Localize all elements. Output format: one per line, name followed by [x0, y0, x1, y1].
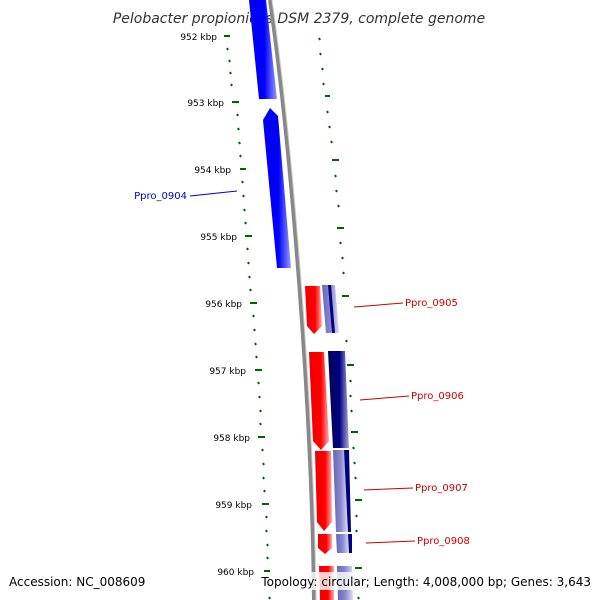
- scale-label-958: 958 kbp: [213, 434, 250, 444]
- scale-label-956: 956 kbp: [205, 300, 242, 310]
- gene-label-text-ppro-0907: Ppro_0907: [415, 483, 468, 494]
- genome-backbone-highlight: [271, 0, 317, 600]
- gene-ppro-0907-body: [315, 451, 332, 531]
- gene-ppro-0907-pathway: [333, 450, 348, 532]
- gene-ppro-0906-body: [309, 352, 329, 450]
- footer-bg-right: [260, 572, 594, 590]
- gene-ppro-0905[interactable]: [305, 285, 339, 334]
- gene-label-text-ppro-0908: Ppro_0908: [417, 536, 470, 547]
- accession-text: Accession: NC_008609: [9, 575, 145, 589]
- gene-ppro-0908-body: [318, 534, 332, 554]
- scale-label-953: 953 kbp: [187, 99, 224, 109]
- leader-line-ppro-0908: [365, 540, 416, 544]
- gene-ppro-0904-segment-a: [249, 0, 277, 99]
- scale-dots-left: [224, 35, 271, 600]
- gene-ppro-0904[interactable]: [249, 0, 291, 268]
- scale-dots-right: [318, 37, 362, 600]
- scale-labels: 952 kbp 953 kbp 954 kbp 955 kbp 956 kbp …: [180, 33, 254, 578]
- gene-ppro-0904-segment-b: [263, 108, 291, 268]
- gene-label-ppro-0905[interactable]: Ppro_0905: [353, 298, 458, 309]
- scale-label-955: 955 kbp: [200, 233, 237, 243]
- gene-label-ppro-0908[interactable]: Ppro_0908: [365, 536, 470, 547]
- scale-label-954: 954 kbp: [194, 166, 231, 176]
- gene-ppro-0906-pathway: [328, 351, 349, 448]
- leader-line-ppro-0906: [359, 395, 410, 401]
- scale-label-959: 959 kbp: [215, 501, 252, 511]
- gene-ppro-0908[interactable]: [318, 534, 352, 554]
- gene-label-text-ppro-0906: Ppro_0906: [411, 391, 464, 402]
- gene-label-ppro-0904[interactable]: Ppro_0904: [134, 190, 238, 202]
- gene-ppro-0905-body: [305, 286, 322, 334]
- gene-ppro-0908-pathway-dark: [348, 534, 352, 553]
- gene-ppro-0907-pathway-dark: [344, 450, 351, 532]
- genome-title: Pelobacter propionicus DSM 2379, complet…: [113, 11, 485, 27]
- gene-ppro-0906[interactable]: [309, 351, 349, 450]
- scale-label-952: 952 kbp: [180, 33, 217, 43]
- gene-ppro-0908-pathway: [336, 534, 349, 553]
- gene-ppro-0905-pathway-dark: [328, 285, 335, 333]
- leader-line-ppro-0904: [189, 190, 238, 197]
- gene-label-ppro-0907[interactable]: Ppro_0907: [363, 483, 468, 494]
- scale-label-960: 960 kbp: [217, 568, 254, 578]
- leader-line-ppro-0905: [353, 302, 404, 308]
- gene-label-text-ppro-0905: Ppro_0905: [405, 298, 458, 309]
- scale-label-957: 957 kbp: [209, 367, 246, 377]
- gene-label-ppro-0906[interactable]: Ppro_0906: [359, 391, 464, 402]
- footer-bg-left: [6, 572, 146, 590]
- topology-text: Topology: circular; Length: 4,008,000 bp…: [260, 575, 591, 589]
- genome-backbone: [268, 0, 316, 600]
- leader-line-ppro-0907: [363, 487, 414, 491]
- gene-ppro-0907[interactable]: [315, 450, 351, 532]
- gene-label-text-ppro-0904: Ppro_0904: [134, 191, 187, 202]
